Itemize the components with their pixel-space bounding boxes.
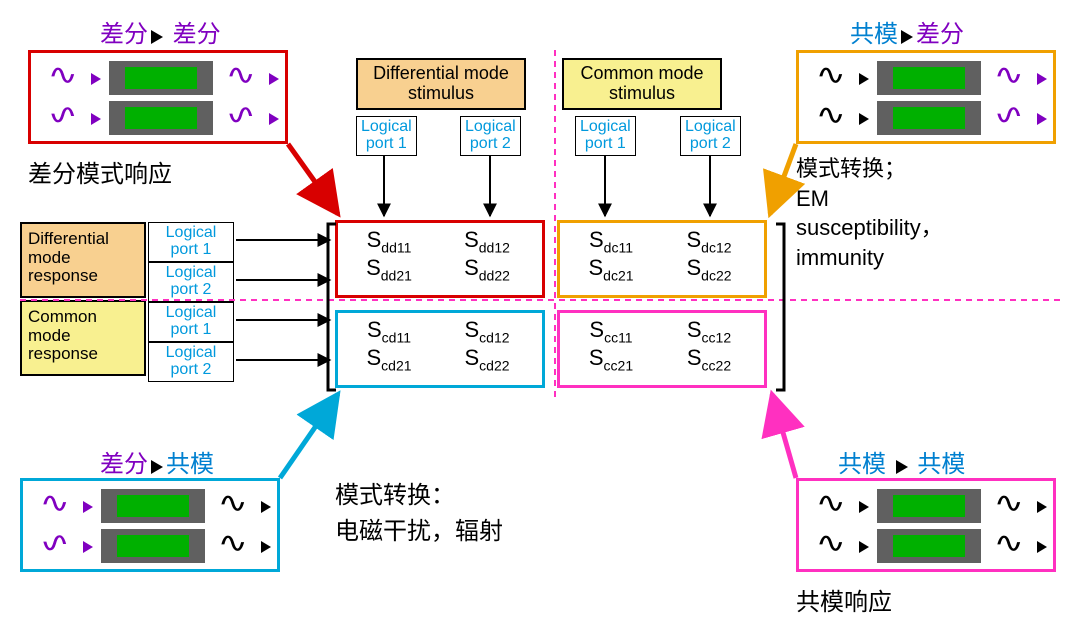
comm-response: Commonmoderesponse [20,300,146,376]
wave-icon: ∿ [815,61,846,89]
wave-icon: ∿ [225,61,256,89]
box-cc: ∿ ∿ ∿ ∿ [796,478,1056,572]
s-cell: Sdc21 [562,255,660,283]
logical-port: Logicalport 1 [148,222,234,262]
cc-subtitle: 共模响应 [796,582,892,617]
cd-title: 差分共模 [100,444,214,479]
wave-icon: ∿ [993,101,1024,129]
dd-title: 差分 差分 [100,14,221,49]
logical-port: Logicalport 1 [575,116,636,156]
s-cell: Sdd21 [340,255,438,283]
wave-icon: ∿ [217,489,248,517]
dd-subtitle: 差分模式响应 [28,154,172,189]
diff-response: Differentialmoderesponse [20,222,146,298]
comm-stimulus: Common modestimulus [562,58,722,110]
s-cell: Scd12 [438,317,536,345]
cc-title: 共模 共模 [838,444,965,479]
diff-stimulus: Differential modestimulus [356,58,526,110]
wave-icon: ∿ [815,529,846,557]
box-dd: ∿ ∿ ∿ ∿ [28,50,288,144]
wave-icon: ∿ [815,101,846,129]
wave-icon: ∿ [217,529,248,557]
cd-subtitle: 模式转换： 电磁干扰，辐射 [335,478,503,550]
s-cell: Sdc12 [660,227,758,255]
s-cell: Sdd12 [438,227,536,255]
s-cell: Scd11 [340,317,438,345]
s-cell: Scc21 [562,345,660,373]
dc-title: 共模差分 [850,14,964,49]
s-cell: Scd22 [438,345,536,373]
box-dc: ∿ ∿ ∿ ∿ [796,50,1056,144]
logical-port: Logicalport 2 [148,262,234,302]
s-quadrant: Sdc11Sdc12Sdc21Sdc22 [557,220,767,298]
s-cell: Scc12 [660,317,758,345]
s-cell: Sdc11 [562,227,660,255]
logical-port: Logicalport 1 [148,302,234,342]
dc-subtitle: 模式转换； EM susceptibility， immunity [796,154,943,273]
s-cell: Scc22 [660,345,758,373]
wave-icon: ∿ [993,61,1024,89]
logical-port: Logicalport 1 [356,116,417,156]
s-cell: Sdd22 [438,255,536,283]
s-quadrant: Sdd11Sdd12Sdd21Sdd22 [335,220,545,298]
s-cell: Scd21 [340,345,438,373]
wave-icon: ∿ [39,529,70,557]
wave-icon: ∿ [815,489,846,517]
box-cd: ∿ ∿ ∿ ∿ [20,478,280,572]
wave-icon: ∿ [993,489,1024,517]
s-cell: Sdd11 [340,227,438,255]
wave-icon: ∿ [225,101,256,129]
logical-port: Logicalport 2 [148,342,234,382]
wave-icon: ∿ [993,529,1024,557]
logical-port: Logicalport 2 [680,116,741,156]
s-quadrant: Scc11Scc12Scc21Scc22 [557,310,767,388]
s-quadrant: Scd11Scd12Scd21Scd22 [335,310,545,388]
wave-icon: ∿ [39,489,70,517]
wave-icon: ∿ [47,101,78,129]
logical-port: Logicalport 2 [460,116,521,156]
wave-icon: ∿ [47,61,78,89]
s-cell: Scc11 [562,317,660,345]
s-cell: Sdc22 [660,255,758,283]
